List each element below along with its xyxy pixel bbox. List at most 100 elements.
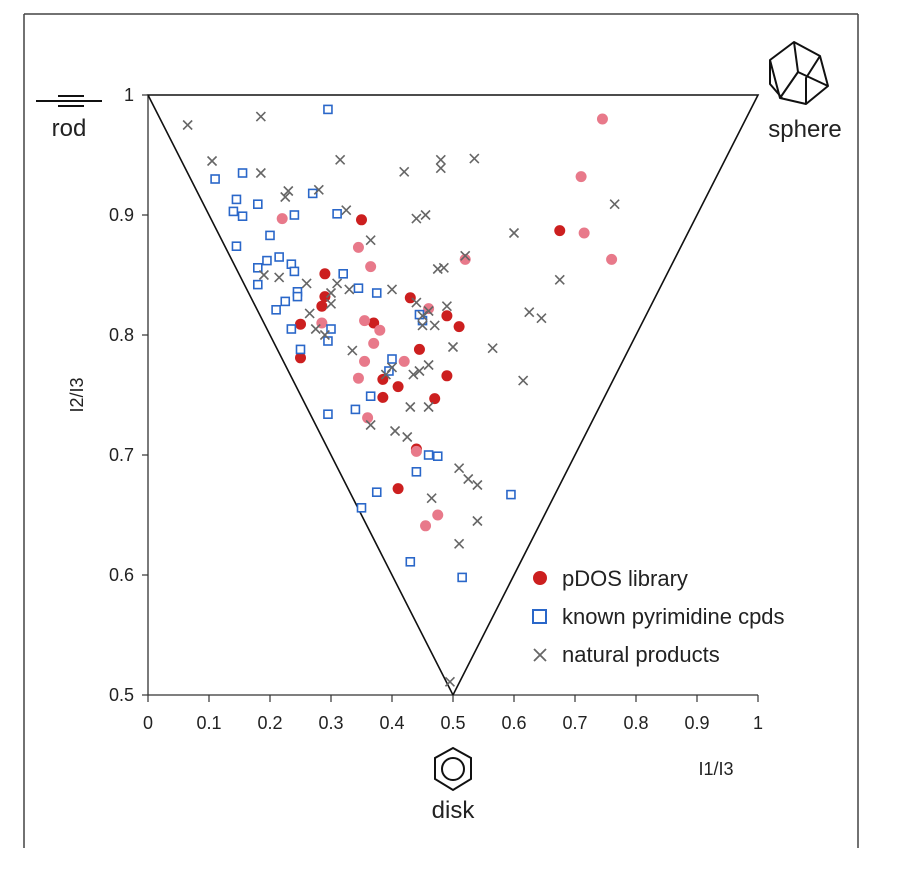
natural-product-point [389,425,401,437]
natural-product-point [182,119,193,131]
pyrimidine-point [271,304,281,315]
y-tick-label: 1 [124,85,134,105]
x-tick-label: 0.6 [501,713,526,733]
natural-product-point [408,369,419,380]
natural-product-point [438,262,449,273]
natural-product-point [411,297,422,308]
natural-product-point [411,213,422,224]
pdos-point [575,171,587,183]
natural-product-point [460,250,471,261]
pdos-point [398,355,410,367]
pdos-point [377,373,389,385]
pyrimidine-point [457,572,467,583]
benzene-icon [434,746,472,792]
pyrimidine-point [371,288,382,298]
pyrimidine-point [265,230,275,241]
natural-product-point [508,227,520,239]
natural-product-point [301,278,312,289]
natural-product-point [423,359,434,371]
natural-product-point [423,305,434,317]
pdos-point [359,315,371,327]
natural-product-point [399,166,410,177]
sphere-label: sphere [768,116,841,143]
x-tick-label: 0.4 [379,713,404,733]
adamantane-icon [769,41,829,105]
natural-product-point [447,341,459,353]
pyrimidine-point [295,344,306,355]
x-tick-label: 0.9 [684,713,709,733]
natural-product-point [472,479,483,491]
pdos-point [429,393,441,405]
legend-label-pdos: pDOS library [562,566,688,591]
y-tick-label: 0.6 [109,565,134,585]
pdos-point [377,391,389,403]
pdos-point [441,370,453,382]
legend-label-natural: natural products [562,642,720,667]
pdos-point [365,261,377,273]
y-tick-label: 0.9 [109,205,134,225]
x-tick-label: 0.2 [257,713,282,733]
natural-product-point [463,473,474,485]
y-tick-label: 0.5 [109,685,134,705]
pyrimidine-point [253,199,263,209]
natural-product-point [332,278,343,289]
y-tick-label: 0.7 [109,445,134,465]
natural-product-point [274,272,285,283]
pdos-point [392,381,404,393]
pdos-point [441,310,453,322]
rod-label: rod [52,115,87,142]
pyrimidine-point [411,466,422,477]
natural-product-point [344,284,355,295]
natural-product-point [402,431,413,443]
pyrimidine-point [365,391,376,402]
pdos-point [276,213,288,225]
pdos-point [596,113,608,125]
pyrimidine-point [280,296,291,307]
legend-marker-x [533,648,547,662]
pyrimidine-point [326,324,336,334]
x-tick-label: 0.5 [440,713,465,733]
natural-product-point [417,320,428,331]
natural-product-point [283,185,294,197]
natural-product-point [280,191,291,203]
natural-product-point [365,235,376,246]
legend-marker-open-square [532,609,547,624]
natural-product-point [609,199,620,210]
legend-item-natural: natural products [533,642,720,667]
natural-product-point [435,154,446,165]
natural-product-point [472,515,483,527]
pdos-point [404,292,416,304]
pyrimidine-point [253,262,263,273]
pdos-point [295,352,306,364]
pyrimidine-point [231,241,242,251]
pyrimidine-point [353,283,364,294]
x-tick-label: 0.1 [196,713,221,733]
rod-icon [36,95,102,107]
pyrimidine-point [274,252,284,262]
pyrimidine-point [289,210,300,220]
disk-label: disk [432,797,476,824]
pdos-point [374,324,386,336]
natural-product-point [536,313,547,324]
pyrimidine-point [289,266,300,277]
natural-product-point [414,365,425,377]
pdos-point [316,300,328,312]
axis-ticks: 0 0.1 0.2 0.3 0.4 0.5 0.6 0.7 0.8 0.9 1 0.5 0.6 0.7 0.… [109,85,763,733]
pyrimidine-point [423,450,434,460]
pyrimidine-point [323,104,333,115]
pyrimidine-point [210,174,220,184]
natural-product-point [310,323,321,335]
pyrimidine-point [323,409,333,420]
pyrimidine-point [356,502,367,513]
pdos-point [356,214,367,226]
x-tick-label: 0.7 [562,713,587,733]
pdos-point [319,268,331,280]
pyrimidine-point [228,206,239,217]
natural-product-point [429,320,440,331]
legend-item-pyrimidine: known pyrimidine cpds [532,604,785,629]
pdos-point [413,343,425,355]
natural-product-point [335,154,346,165]
pyrimidine-point [371,487,382,498]
natural-product-point [423,401,434,413]
